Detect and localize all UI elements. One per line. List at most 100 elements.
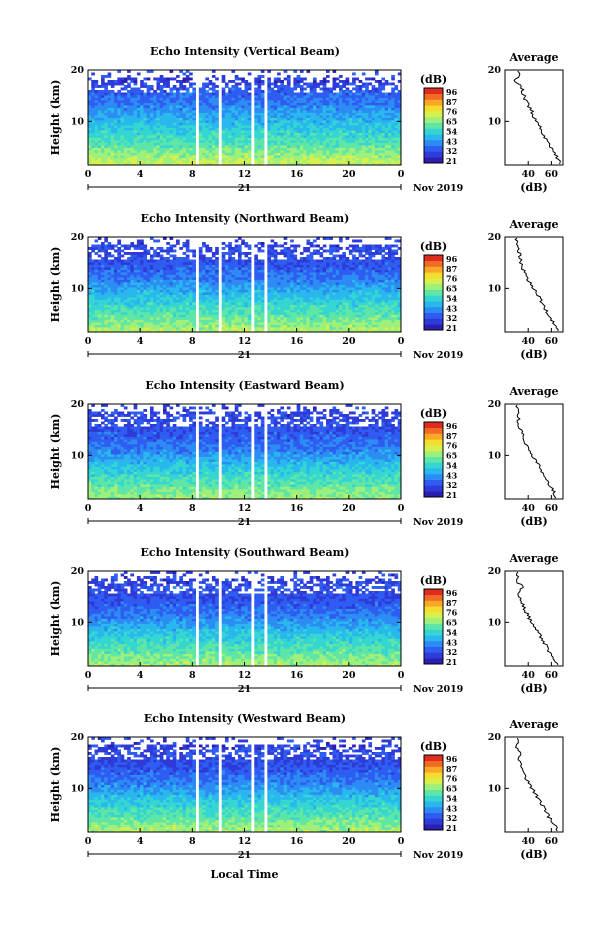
heatmap-cell	[176, 297, 180, 300]
heatmap-cell	[241, 100, 245, 103]
heatmap-cell	[189, 289, 193, 293]
heatmap-cell	[202, 329, 206, 333]
heatmap-cell	[228, 242, 232, 245]
heatmap-cell	[169, 130, 174, 133]
heatmap-cell	[97, 120, 102, 123]
heatmap-cell	[136, 120, 141, 123]
heatmap-cell	[221, 282, 226, 285]
heatmap-cell	[127, 319, 131, 323]
heatmap-cell	[231, 150, 236, 153]
heatmap-cell	[309, 85, 314, 88]
heatmap-cell	[237, 279, 242, 283]
heatmap-cell	[185, 304, 190, 308]
heatmap-cell	[267, 319, 271, 323]
heatmap-cell	[290, 120, 294, 123]
heatmap-cell	[133, 297, 138, 300]
heatmap-cell	[299, 87, 304, 91]
heatmap-cell	[146, 277, 151, 280]
heatmap-cell	[374, 145, 379, 148]
heatmap-cell	[208, 287, 213, 290]
heatmap-cell	[153, 102, 157, 106]
heatmap-cell	[192, 97, 196, 101]
heatmap-cell	[355, 137, 360, 141]
heatmap-cell	[211, 155, 216, 158]
heatmap-cell	[130, 244, 135, 248]
heatmap-cell	[176, 132, 180, 136]
heatmap-cell	[156, 324, 161, 328]
heatmap-cell	[247, 130, 252, 133]
heatmap-cell	[166, 264, 170, 268]
heatmap-cell	[221, 317, 226, 320]
heatmap-cell	[156, 135, 161, 138]
heatmap-cell	[153, 132, 157, 136]
heatmap-cell	[130, 145, 135, 148]
heatmap-cell	[101, 105, 105, 108]
heatmap-cell	[273, 107, 278, 111]
heatmap-cell	[260, 162, 265, 166]
heatmap-cell	[316, 130, 320, 133]
heatmap-cell	[339, 120, 343, 123]
heatmap-cell	[283, 307, 288, 310]
heatmap-cell	[91, 269, 95, 273]
heatmap-cell	[312, 125, 317, 128]
heatmap-cell	[293, 147, 298, 151]
heatmap-cell	[339, 102, 343, 106]
heatmap-cell	[179, 130, 183, 133]
heatmap-cell	[260, 294, 265, 298]
heatmap-cell	[101, 309, 105, 313]
heatmap-cell	[326, 147, 330, 151]
heatmap-cell	[215, 125, 219, 128]
heatmap-cell	[374, 155, 379, 158]
heatmap-cell	[114, 302, 118, 305]
heatmap-cell	[378, 92, 382, 96]
heatmap-cell	[146, 105, 151, 108]
heatmap-cell	[355, 145, 360, 148]
heatmap-cell	[339, 160, 343, 163]
heatmap-cell	[374, 87, 379, 91]
heatmap-cell	[198, 294, 203, 298]
heatmap-cell	[189, 284, 193, 288]
heatmap-cell	[153, 307, 157, 310]
heatmap-cell	[117, 137, 121, 141]
heatmap-cell	[322, 95, 327, 98]
heatmap-cell	[231, 125, 236, 128]
heatmap-cell	[117, 299, 121, 303]
heatmap-cell	[159, 142, 164, 146]
heatmap-cell	[244, 304, 249, 308]
heatmap-cell	[182, 272, 187, 275]
heatmap-cell	[172, 140, 177, 143]
heatmap-cell	[228, 282, 232, 285]
heatmap-cell	[293, 122, 298, 126]
heatmap-cell	[234, 289, 239, 293]
heatmap-cell	[120, 107, 125, 111]
heatmap-cell	[257, 110, 262, 113]
heatmap-cell	[339, 105, 343, 108]
heatmap-cell	[247, 309, 252, 313]
heatmap-cell	[104, 95, 108, 98]
heatmap-cell	[215, 157, 219, 161]
heatmap-cell	[234, 87, 239, 91]
heatmap-cell	[110, 319, 115, 323]
heatmap-cell	[224, 105, 229, 108]
heatmap-cell	[169, 267, 174, 270]
heatmap-cell	[88, 317, 92, 320]
heatmap-cell	[299, 80, 304, 83]
heatmap-cell	[192, 87, 196, 91]
heatmap-cell	[397, 132, 402, 136]
heatmap-cell	[159, 162, 164, 166]
heatmap-cell	[267, 77, 271, 81]
heatmap-cell	[374, 80, 379, 83]
heatmap-cell	[91, 277, 95, 280]
heatmap-cell	[172, 262, 177, 265]
heatmap-cell	[339, 117, 343, 121]
heatmap-cell	[120, 304, 125, 308]
heatmap-cell	[172, 299, 177, 303]
heatmap-cell	[179, 120, 183, 123]
heatmap-cell	[273, 329, 278, 333]
heatmap-cell	[182, 135, 187, 138]
heatmap-cell	[94, 264, 99, 268]
heatmap-cell	[273, 125, 278, 128]
heatmap-cell	[140, 269, 144, 273]
heatmap-cell	[244, 140, 249, 143]
heatmap-cell	[397, 157, 402, 161]
